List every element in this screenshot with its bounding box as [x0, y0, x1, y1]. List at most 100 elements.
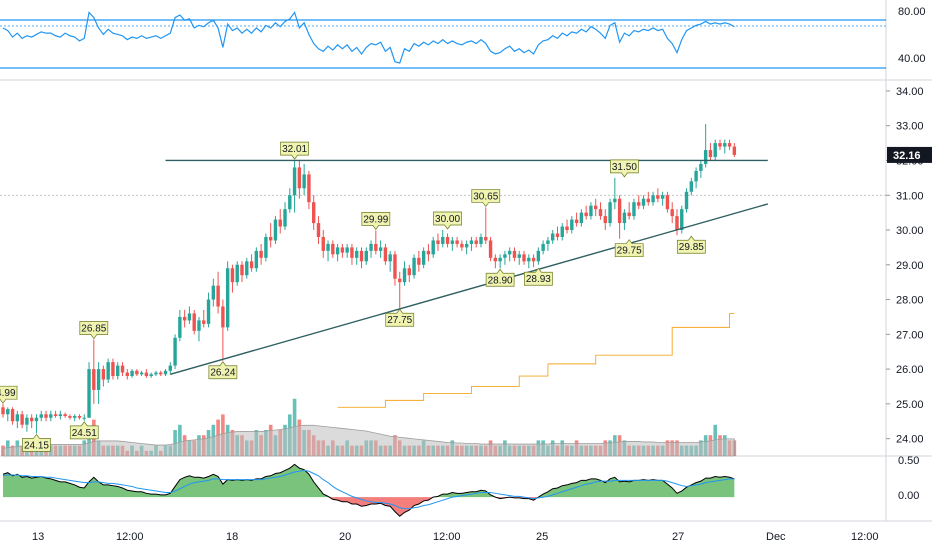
time-axis[interactable]: 13 12:00 18 20 12:00 25 27 Dec 12:00	[32, 531, 879, 543]
candle-body	[579, 212, 584, 224]
candle	[503, 250, 507, 265]
candle	[211, 278, 216, 307]
candle	[331, 240, 335, 258]
candle	[288, 188, 292, 213]
candle	[173, 334, 177, 370]
time-tick-1200-c: 12:00	[851, 531, 879, 543]
price-tick-label: 27.00	[896, 329, 924, 341]
candle	[268, 223, 273, 248]
time-tick-dec: Dec	[766, 531, 786, 543]
candle-body	[603, 216, 607, 224]
candle	[63, 412, 67, 418]
candle-body	[49, 414, 53, 418]
candle-body	[187, 313, 192, 321]
candle-body	[254, 250, 259, 269]
candle	[321, 230, 325, 258]
price-label-29.75: 29.75	[614, 239, 644, 258]
candle-body	[670, 209, 674, 217]
candle	[163, 369, 168, 377]
candle	[192, 309, 196, 335]
candle-body	[675, 216, 679, 231]
candle-body	[656, 195, 660, 199]
candle-body	[594, 205, 598, 210]
candle	[421, 247, 426, 269]
candle	[398, 271, 402, 309]
candle-body	[278, 219, 282, 227]
candle	[87, 362, 91, 418]
point-labels: 24.99 24.15 24.51 26.85 26.24 32.01 29.99 27.75…	[0, 141, 706, 452]
candle-body	[96, 369, 101, 390]
candle	[369, 240, 373, 258]
price-label-text: 27.75	[387, 315, 412, 326]
candle-body	[479, 236, 483, 244]
candle-body	[87, 369, 91, 418]
candle-body	[488, 240, 493, 258]
price-label-box	[433, 211, 462, 230]
candle	[560, 223, 564, 241]
candle-body	[421, 250, 426, 265]
candle-body	[58, 414, 63, 417]
candle	[120, 362, 125, 377]
candle	[125, 369, 129, 380]
price-label-text: 29.85	[679, 242, 704, 253]
candle-body	[383, 247, 388, 262]
price-label-text: 29.99	[363, 214, 388, 225]
candle-body	[527, 257, 531, 262]
candle	[159, 370, 163, 377]
candle-body	[660, 195, 665, 199]
candle-body	[503, 254, 507, 258]
macd-tick-000: 0.00	[898, 490, 919, 502]
candle-body	[292, 167, 297, 196]
ascending-trendline[interactable]	[170, 203, 768, 375]
rsi-pane[interactable]: 80.00 40.00	[0, 6, 926, 69]
candle	[264, 233, 268, 262]
candle	[240, 261, 244, 283]
candle	[92, 339, 96, 404]
candle	[598, 202, 603, 220]
candle-body	[101, 369, 106, 380]
candle-body	[268, 236, 273, 241]
macd-pane[interactable]: 0.50 0.00	[2, 455, 919, 517]
candle-body	[39, 414, 43, 418]
candle	[469, 236, 474, 251]
candle	[555, 226, 560, 241]
candle	[20, 410, 24, 429]
price-label-32.01: 32.01	[280, 141, 309, 160]
candle-body	[398, 278, 402, 283]
candle-body	[53, 414, 58, 417]
candle-body	[312, 202, 316, 224]
candle-body	[469, 240, 474, 244]
candle-body	[426, 250, 431, 255]
price-label-text: 30.00	[435, 214, 460, 225]
last-price-value: 32.16	[893, 150, 921, 162]
candle-body	[182, 316, 187, 321]
candle-body	[202, 320, 206, 324]
candle	[708, 143, 713, 161]
price-label-box	[69, 421, 99, 440]
candle	[68, 414, 72, 420]
candle	[135, 369, 139, 377]
candle-body	[723, 143, 727, 147]
price-label-text: 29.75	[617, 246, 642, 257]
candle-body	[73, 416, 77, 418]
candle-body	[144, 372, 149, 377]
price-label-29.99: 29.99	[361, 212, 391, 230]
candle	[579, 209, 584, 227]
candle-body	[168, 365, 172, 371]
candle-body	[249, 261, 254, 269]
candle	[383, 243, 388, 265]
candle	[202, 309, 206, 328]
candle-body	[25, 417, 29, 425]
price-label-box	[524, 267, 553, 286]
candle-body	[68, 416, 72, 418]
price-label-28.93: 28.93	[524, 267, 553, 286]
candle-body	[708, 150, 713, 158]
candle	[96, 362, 101, 404]
candle	[378, 240, 383, 258]
candle-body	[264, 236, 268, 258]
candle-body	[1, 407, 5, 415]
price-pane[interactable]: 24.99 24.15 24.51 26.85 26.24 32.01 29.99 27.75…	[0, 86, 932, 457]
candle-body	[694, 170, 698, 182]
candle	[627, 202, 631, 220]
candle-body	[211, 285, 216, 300]
